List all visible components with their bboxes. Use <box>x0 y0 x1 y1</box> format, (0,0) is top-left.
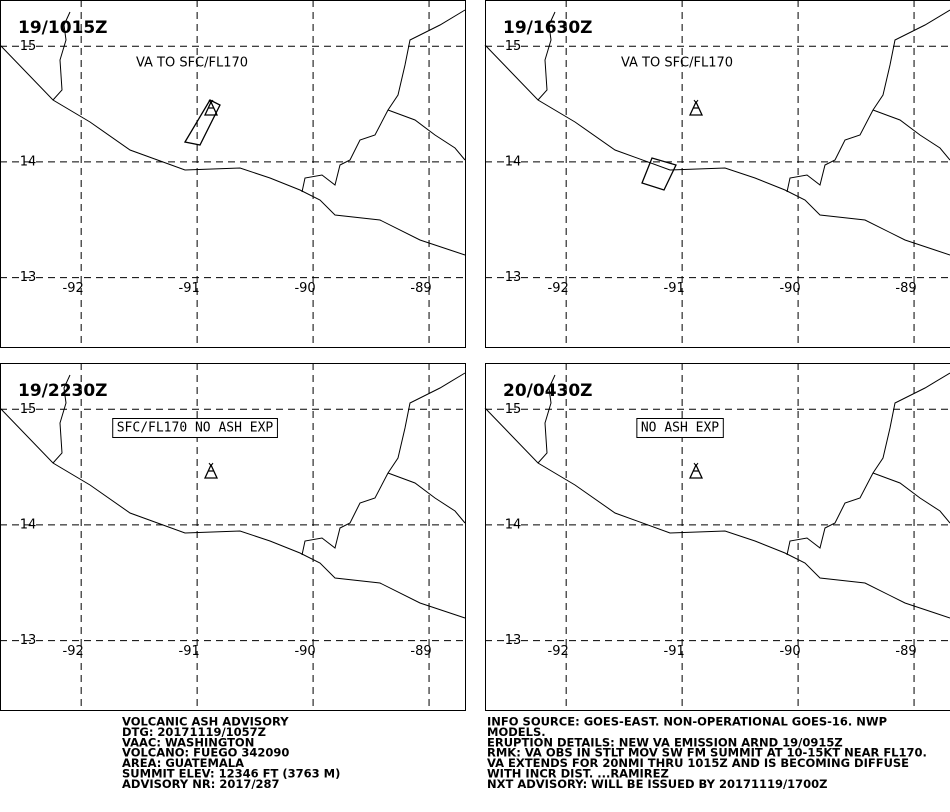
lon-label: -92 <box>548 644 569 659</box>
panel-time: 19/2230Z <box>18 381 108 401</box>
advisory-line: DTG: 20171119/1057Z <box>122 725 266 739</box>
panel-label: VA TO SFC/FL170 <box>136 56 248 71</box>
panel-frame <box>485 0 950 348</box>
advisory-line: VOLCANO: FUEGO 342090 <box>122 746 289 760</box>
lon-label: -89 <box>410 644 431 659</box>
label-box <box>636 418 724 438</box>
advisory-line: AREA: GUATEMALA <box>122 756 244 770</box>
panel-time: 19/1630Z <box>503 18 593 38</box>
panel: -92 -91 -90 -89 15 14 13 20/0430Z NO ASH EXP <box>484 363 950 711</box>
advisory-line: ERUPTION DETAILS: NEW VA EMISSION ARND 1… <box>487 735 843 749</box>
panel: -92 -91 -90 -89 15 14 13 19/2230Z SFC/FL170 NO A… <box>0 363 466 711</box>
lon-label: -91 <box>664 644 685 659</box>
ash-area <box>183 99 221 146</box>
advisory-line: WITH INCR DIST. ...RAMIREZ <box>487 767 669 781</box>
lat-label: 13 <box>505 633 522 648</box>
panel-label: NO ASH EXP <box>641 421 719 436</box>
lon-label: -92 <box>548 281 569 296</box>
panel-time: 19/1015Z <box>18 18 108 38</box>
lon-label: -91 <box>664 281 685 296</box>
lat-label: 14 <box>20 154 37 169</box>
lon-label: -92 <box>63 644 84 659</box>
lon-label: -90 <box>294 281 315 296</box>
panel: -92 -91 -90 -89 15 14 13 19/1630Z VA TO SFC/FL17… <box>484 0 950 348</box>
lon-label: -89 <box>895 281 916 296</box>
panel-time: 20/0430Z <box>503 381 593 401</box>
lat-label: 15 <box>505 39 522 54</box>
advisory-line: SUMMIT ELEV: 12346 FT (3763 M) <box>122 767 340 781</box>
panel-label: VA TO SFC/FL170 <box>621 56 733 71</box>
lat-label: 13 <box>505 270 522 285</box>
lon-label: -90 <box>779 281 800 296</box>
lon-label: -89 <box>410 281 431 296</box>
advisory-line: NXT ADVISORY: WILL BE ISSUED BY 20171119… <box>487 777 828 791</box>
lat-label: 13 <box>20 633 37 648</box>
advisory-line: VAAC: WASHINGTON <box>122 735 254 749</box>
lat-label: 15 <box>20 402 37 417</box>
advisory-line: VA EXTENDS FOR 20NMI THRU 1015Z AND IS B… <box>487 756 909 770</box>
advisory-line: INFO SOURCE: GOES-EAST. NON-OPERATIONAL … <box>487 715 887 729</box>
advisory-line: MODELS. <box>487 725 546 739</box>
lon-label: -90 <box>779 644 800 659</box>
ash-area <box>641 157 677 191</box>
lat-label: 14 <box>20 517 37 532</box>
lon-label: -91 <box>179 644 200 659</box>
lat-label: 15 <box>505 402 522 417</box>
lon-label: -91 <box>179 281 200 296</box>
lon-label: -90 <box>294 644 315 659</box>
lon-label: -89 <box>895 644 916 659</box>
panel-label: SFC/FL170 NO ASH EXP <box>117 421 274 436</box>
advisory-line: VOLCANIC ASH ADVISORY <box>122 715 289 729</box>
lat-label: 14 <box>505 517 522 532</box>
lon-label: -92 <box>63 281 84 296</box>
advisory-line: ADVISORY NR: 2017/287 <box>122 777 280 791</box>
lat-label: 14 <box>505 154 522 169</box>
panel: -92 -91 -90 -89 15 14 13 19/1015Z VA TO SFC/FL17… <box>0 0 466 348</box>
label-box <box>112 418 278 438</box>
advisory-line: RMK: VA OBS IN STLT MOV SW FM SUMMIT AT … <box>487 746 927 760</box>
panel-frame <box>0 0 466 348</box>
lat-label: 13 <box>20 270 37 285</box>
lat-label: 15 <box>20 39 37 54</box>
